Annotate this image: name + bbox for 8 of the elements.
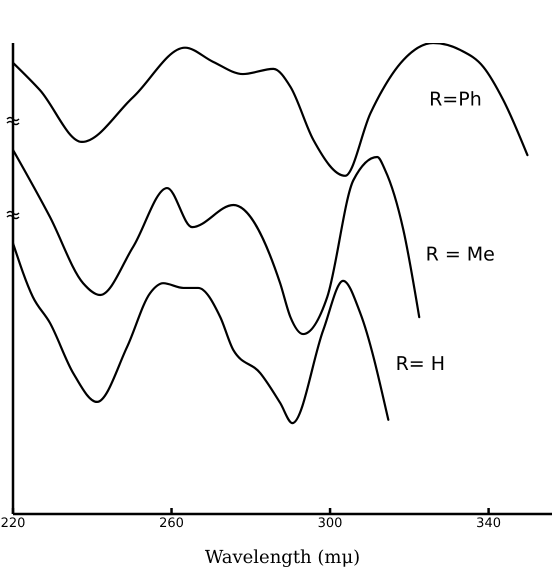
series-label: R=Ph bbox=[429, 88, 482, 110]
x-axis-title: Wavelength (mμ) bbox=[204, 547, 360, 567]
x-tick-label: 220 bbox=[0, 516, 26, 532]
series-label: R= H bbox=[396, 352, 446, 376]
series-label: R = Me bbox=[426, 243, 495, 266]
x-tick-label: 260 bbox=[159, 516, 184, 532]
x-tick-label: 340 bbox=[476, 516, 501, 532]
x-tick-label: 300 bbox=[318, 516, 342, 532]
